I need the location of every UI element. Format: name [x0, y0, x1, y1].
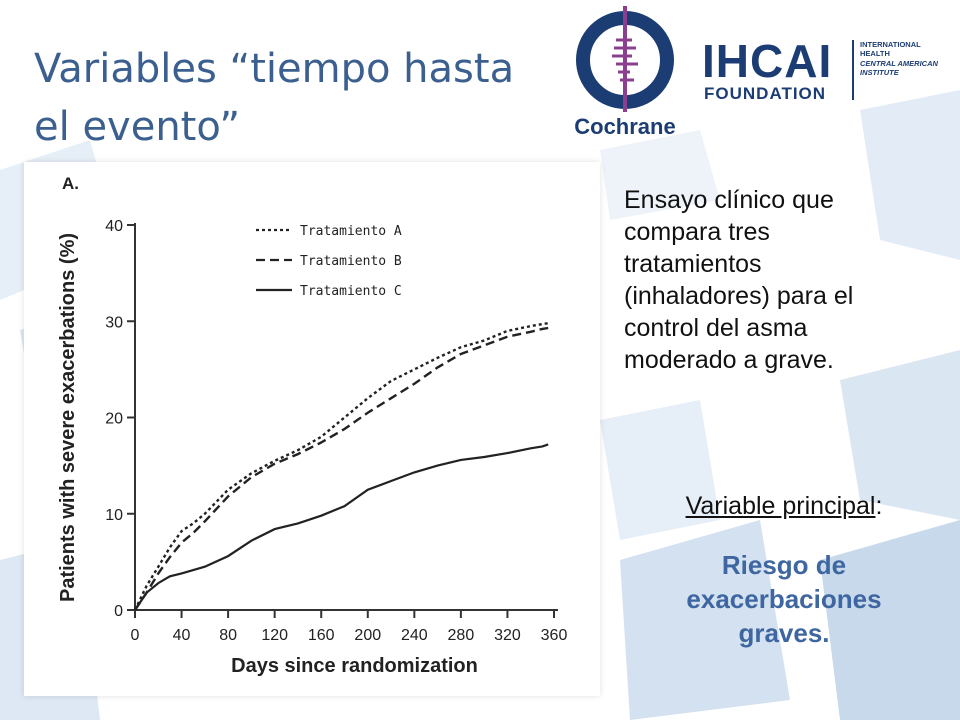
cochrane-emblem-icon: [576, 6, 674, 112]
legend-label: Tratamiento A: [300, 224, 402, 239]
variable-value-line: graves.: [738, 618, 830, 648]
ihcai-subtitle: INTERNATIONAL HEALTH CENTRAL AMERICAN IN…: [860, 40, 952, 78]
variable-label-colon: :: [875, 492, 883, 520]
ihcai-wordmark: IHCAI: [702, 35, 833, 87]
ihcai-logo: IHCAI FOUNDATION INTERNATIONAL HEALTH CE…: [700, 38, 950, 108]
series-line-dashed: [134, 326, 549, 611]
x-tick-label: 80: [219, 627, 237, 644]
x-tick-label: 280: [448, 627, 475, 644]
x-tick-label: 120: [261, 627, 288, 644]
variable-value-line: exacerbaciones: [686, 584, 882, 614]
description-line: Ensayo clínico que: [624, 186, 834, 214]
cochrane-logo: Cochrane: [566, 4, 684, 144]
legend-label: Tratamiento C: [300, 284, 402, 299]
x-tick-label: 40: [173, 627, 191, 644]
series-line-dotted: [133, 322, 549, 611]
variable-value: Riesgo de exacerbaciones graves.: [624, 548, 944, 650]
y-tick-label: 20: [105, 411, 123, 428]
panel-label: A.: [62, 174, 79, 193]
y-tick-label: 10: [105, 507, 123, 524]
variable-value-line: Riesgo de: [721, 550, 847, 580]
description-line: moderado a grave.: [624, 346, 834, 374]
ihcai-sub-3: CENTRAL AMERICAN: [860, 58, 938, 68]
description-line: control del asma: [624, 314, 808, 342]
y-tick-label: 30: [105, 314, 123, 331]
description-line: (inhaladores) para el: [624, 282, 854, 310]
ihcai-foundation-text: FOUNDATION: [704, 84, 827, 103]
title-line-2: el evento”: [34, 104, 241, 150]
y-tick-label: 40: [105, 218, 123, 235]
ihcai-divider: [852, 40, 854, 100]
description-line: compara tres: [624, 218, 770, 246]
title-line-1: Variables “tiempo hasta: [34, 46, 515, 92]
variable-label-text: Variable principal: [685, 492, 876, 520]
ihcai-sub-4: INSTITUTE: [860, 68, 899, 78]
survival-chart: A. 0 10 20 30 40 0 40 80 120 160 200 240 280 320 360 Day…: [57, 174, 568, 677]
x-tick-label: 240: [401, 627, 428, 644]
legend-label: Tratamiento B: [300, 254, 402, 269]
variable-label: Variable principal:: [624, 492, 944, 521]
x-axis-label: Days since randomization: [231, 655, 478, 677]
x-tick-label: 320: [494, 627, 521, 644]
x-tick-label: 160: [308, 627, 335, 644]
survival-chart-panel: A. 0 10 20 30 40 0 40 80 120 160 200 240 280 320 360 Day…: [24, 162, 600, 696]
page-title: Variables “tiempo hasta el evento”: [34, 40, 534, 156]
y-axis-label: Patients with severe exacerbations (%): [57, 233, 79, 602]
description-line: tratamientos: [624, 250, 762, 278]
x-tick-label: 0: [131, 627, 140, 644]
x-tick-label: 200: [354, 627, 381, 644]
ihcai-sub-1: INTERNATIONAL: [860, 40, 921, 49]
x-tick-label: 360: [541, 627, 568, 644]
series-line-solid: [134, 443, 549, 611]
y-tick-label: 0: [114, 603, 123, 620]
cochrane-wordmark: Cochrane: [574, 114, 676, 139]
trial-description: Ensayo clínico que compara tres tratamie…: [624, 184, 944, 376]
ihcai-sub-2: HEALTH: [860, 49, 890, 59]
